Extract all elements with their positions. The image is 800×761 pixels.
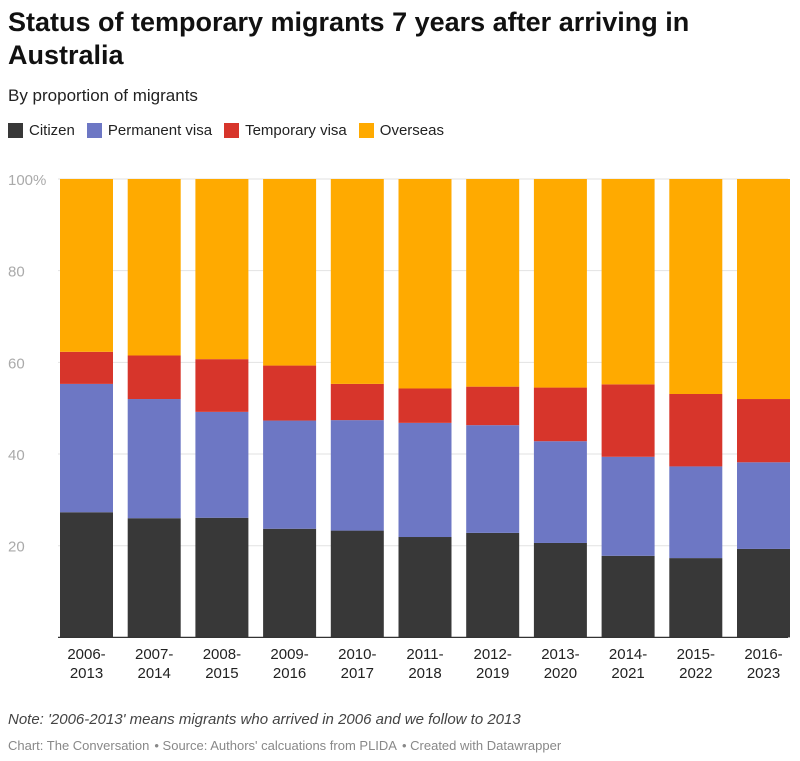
x-tick-label: 2012-2019 — [474, 646, 512, 682]
chart-title: Status of temporary migrants 7 years aft… — [8, 7, 690, 70]
bar-segment — [601, 456, 655, 556]
bar-segment — [466, 179, 520, 387]
bar-segment — [669, 466, 723, 559]
y-tick-label: 60 — [8, 355, 25, 372]
legend-label: Overseas — [379, 122, 444, 139]
legend-swatch — [86, 123, 102, 138]
y-tick-label: 100% — [8, 172, 46, 189]
legend-label: Permanent visa — [107, 122, 213, 139]
x-tick-label: 2009-2016 — [270, 646, 308, 682]
bar-segment — [195, 517, 249, 638]
bar-segment — [127, 179, 181, 356]
bar-segment — [669, 558, 723, 638]
x-tick-label: 2013-2020 — [541, 646, 579, 682]
bar-segment — [533, 179, 587, 388]
legend-item-overseas: Overseas — [358, 122, 444, 139]
chart-subtitle: By proportion of migrants — [8, 86, 198, 105]
bar-segment — [195, 179, 249, 360]
bar-segment — [466, 386, 520, 426]
x-tick-label: 2011-2018 — [406, 646, 443, 682]
bar-segment — [669, 393, 723, 467]
bar-segment — [466, 532, 520, 638]
bar-segment — [195, 411, 249, 518]
bar-segment — [737, 399, 790, 463]
bar-segment — [737, 548, 790, 638]
x-tick-label: 2016-2023 — [744, 646, 782, 682]
bar-segment — [330, 420, 384, 531]
chart-footer: Chart: The Conversation • Source: Author… — [8, 738, 561, 753]
bar-segment — [533, 542, 587, 638]
bar-segment — [330, 530, 384, 638]
bar-segment — [398, 537, 452, 638]
bar-segment — [330, 179, 384, 384]
footer-chart: Chart: The Conversation — [8, 738, 150, 753]
bar-segment — [127, 518, 181, 638]
x-tick-label: 2006-2013 — [67, 646, 105, 682]
legend: Citizen Permanent visa Temporary visa Ov… — [8, 122, 444, 139]
bar-segment — [60, 512, 113, 638]
bar-segment — [263, 179, 317, 366]
chart-note: Note: '2006-2013' means migrants who arr… — [8, 711, 521, 728]
bar-segment — [127, 399, 181, 519]
legend-item-temporary: Temporary visa — [224, 122, 347, 139]
x-tick-label: 2008-2015 — [203, 646, 241, 682]
bar-segment — [398, 422, 452, 538]
x-tick-label: 2007-2014 — [135, 646, 173, 682]
x-tick-label: 2014-2021 — [609, 646, 647, 682]
legend-swatch — [358, 123, 374, 138]
bar-segment — [398, 388, 452, 423]
legend-swatch — [8, 123, 23, 138]
footer-created: • Created with Datawrapper — [401, 738, 562, 753]
legend-swatch — [224, 123, 240, 138]
bar-segment — [737, 179, 790, 400]
bar-segment — [466, 425, 520, 533]
x-tick-label: 2015-2022 — [677, 646, 715, 682]
legend-item-permanent: Permanent visa — [86, 122, 213, 139]
legend-item-citizen: Citizen — [8, 122, 75, 139]
y-tick-label: 40 — [8, 447, 25, 464]
bar-segment — [601, 384, 655, 457]
y-tick-label: 20 — [8, 539, 25, 556]
x-tick-label: 2010-2017 — [338, 646, 376, 682]
bar-segment — [60, 351, 113, 384]
bar-segment — [127, 355, 181, 400]
bar-segment — [533, 387, 587, 442]
bar-segment — [601, 179, 655, 385]
footer-source: • Source: Authors' calcuations from PLID… — [154, 738, 397, 753]
legend-label: Temporary visa — [245, 122, 347, 139]
bar-segment — [330, 383, 384, 421]
bar-segment — [398, 179, 452, 389]
bar-segment — [195, 359, 249, 412]
legend-label: Citizen — [29, 122, 75, 139]
bar-segment — [601, 555, 655, 638]
y-tick-label: 80 — [8, 264, 25, 281]
bar-segment — [60, 179, 113, 352]
bar-segment — [263, 528, 317, 638]
bar-segment — [263, 365, 317, 421]
bar-segment — [533, 441, 587, 543]
bar-segment — [669, 179, 723, 394]
bar-segment — [263, 420, 317, 529]
bar-segment — [60, 383, 113, 513]
bar-segment — [737, 462, 790, 549]
